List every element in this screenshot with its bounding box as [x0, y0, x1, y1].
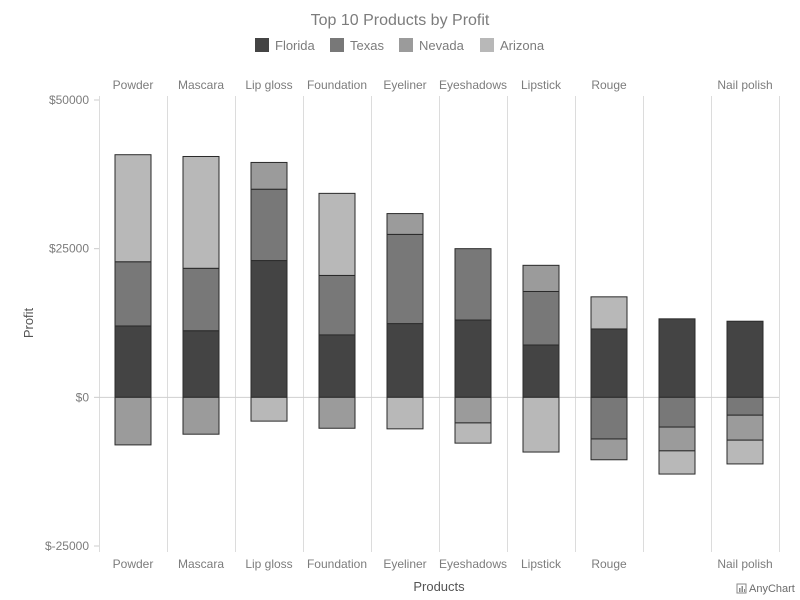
bar-texas	[522, 290, 560, 346]
bar-nevada	[250, 161, 288, 190]
bar-arizona	[250, 396, 288, 422]
credit-label: AnyChart	[749, 583, 795, 595]
bar-arizona	[590, 296, 628, 330]
x-tick-label: Powder	[113, 557, 154, 571]
bar-nevada	[658, 426, 696, 452]
bar-chart-icon-frame	[736, 583, 747, 594]
bar-florida	[386, 323, 424, 398]
x-axis-title: Products	[413, 579, 465, 594]
y-axis-title: Profit	[21, 307, 36, 338]
bar-florida	[182, 330, 220, 398]
bar-florida	[114, 325, 152, 398]
bar-nevada	[726, 414, 764, 441]
bar-nevada	[318, 396, 356, 429]
bar-texas	[386, 233, 424, 325]
bar-arizona	[114, 154, 152, 263]
bar-arizona	[522, 396, 560, 453]
x-tick-label: Nail polish	[717, 557, 772, 571]
bar-arizona	[726, 439, 764, 465]
bar-arizona	[454, 422, 492, 444]
x-tick-label-top: Foundation	[307, 78, 367, 92]
chart-title: Top 10 Products by Profit	[311, 12, 490, 29]
x-tick-label-top: Lip gloss	[245, 78, 292, 92]
bar-florida	[318, 334, 356, 398]
x-tick-label-top: Mascara	[178, 78, 224, 92]
bar-texas	[114, 261, 152, 327]
legend-swatch-texas	[330, 38, 344, 52]
x-tick-label: Eyeliner	[383, 557, 426, 571]
x-tick-label-top: Rouge	[591, 78, 627, 92]
x-tick-label: Foundation	[307, 557, 367, 571]
bar-florida	[250, 260, 288, 398]
legend-swatch-arizona	[480, 38, 494, 52]
x-tick-label: Lipstick	[521, 557, 562, 571]
bar-chart-icon-bar	[741, 586, 743, 592]
y-tick-label: $0	[76, 390, 90, 404]
bar-nevada	[590, 438, 628, 461]
bar-chart-icon-bar	[739, 588, 741, 592]
x-tick-label: Lip gloss	[245, 557, 292, 571]
legend-label-nevada: Nevada	[419, 38, 465, 53]
bar-florida	[522, 344, 560, 398]
legend-label-arizona: Arizona	[500, 38, 545, 53]
bar-florida	[590, 328, 628, 398]
bar-arizona	[386, 396, 424, 430]
y-tick-label: $25000	[49, 242, 89, 256]
x-tick-label-top: Nail polish	[717, 78, 772, 92]
bar-arizona	[318, 192, 356, 276]
bar-arizona	[658, 450, 696, 475]
y-tick-label: $50000	[49, 93, 89, 107]
legend-swatch-florida	[255, 38, 269, 52]
x-tick-label-top: Powder	[113, 78, 154, 92]
bar-texas	[454, 248, 492, 321]
x-tick-label-top: Lipstick	[521, 78, 562, 92]
bar-texas	[182, 267, 220, 332]
bar-texas	[590, 396, 628, 440]
x-tick-label: Rouge	[591, 557, 627, 571]
bar-nevada	[522, 264, 560, 292]
bar-florida	[726, 320, 764, 398]
bar-chart-icon	[736, 583, 747, 594]
x-tick-label: Eyeshadows	[439, 557, 507, 571]
bar-nevada	[454, 396, 492, 424]
x-tick-label-top: Eyeliner	[383, 78, 426, 92]
bar-florida	[454, 319, 492, 398]
y-tick-label: $-25000	[45, 539, 89, 553]
legend-label-florida: Florida	[275, 38, 316, 53]
bar-texas	[250, 188, 288, 262]
bar-florida	[658, 318, 696, 398]
x-tick-label-top: Eyeshadows	[439, 78, 507, 92]
bar-texas	[318, 274, 356, 336]
bar-nevada	[386, 213, 424, 235]
legend-swatch-nevada	[399, 38, 413, 52]
bar-arizona	[182, 155, 220, 269]
bar-nevada	[182, 396, 220, 435]
x-tick-label: Mascara	[178, 557, 224, 571]
bar-nevada	[114, 396, 152, 446]
bar-chart-icon-bar	[744, 589, 745, 592]
legend-label-texas: Texas	[350, 38, 384, 53]
bar-texas	[726, 396, 764, 416]
bar-texas	[658, 396, 696, 428]
